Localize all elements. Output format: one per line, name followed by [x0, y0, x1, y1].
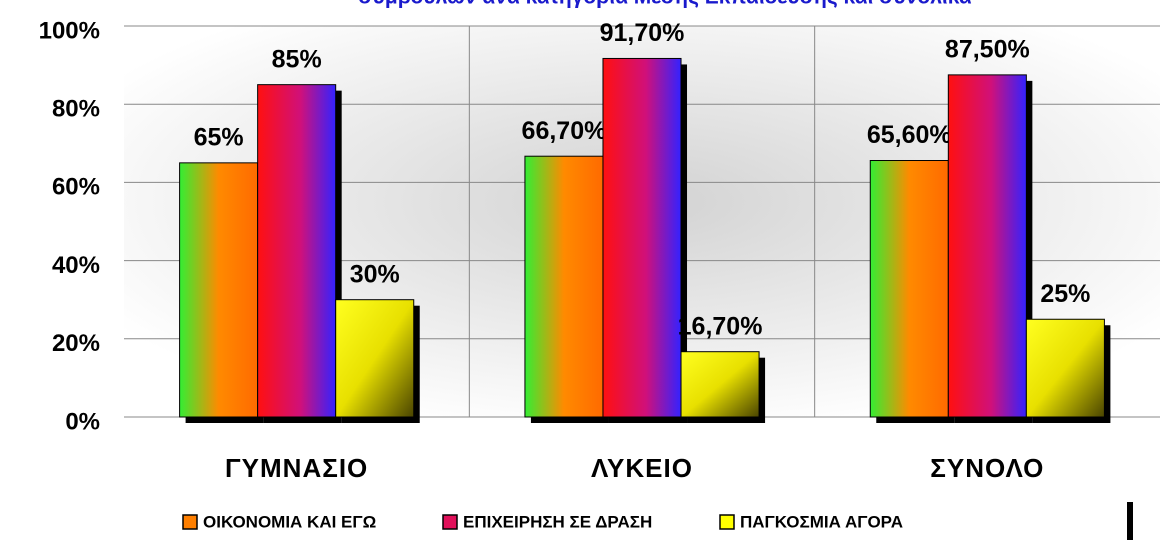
chart-title: συμβούλων ανά κατηγορία Μέσης Εκπαίδευση…	[358, 0, 971, 9]
y-tick-label: 80%	[52, 96, 100, 123]
legend-swatch	[719, 514, 735, 530]
y-tick-label: 20%	[52, 330, 100, 357]
legend-label: ΟΙΚΟΝΟΜΙΑ ΚΑΙ ΕΓΩ	[203, 512, 376, 531]
value-label: 91,70%	[600, 19, 685, 47]
bar	[947, 74, 1027, 418]
value-label: 16,70%	[678, 312, 763, 340]
y-tick-label: 60%	[52, 174, 100, 201]
value-label: 65,60%	[867, 121, 952, 149]
bar	[1025, 318, 1105, 418]
value-label: 65%	[194, 123, 244, 151]
legend-label: ΕΠΙΧΕΙΡΗΣΗ ΣΕ ΔΡΑΣΗ	[463, 512, 652, 531]
value-label: 85%	[272, 45, 322, 73]
value-label: 66,70%	[522, 117, 607, 145]
bar	[179, 162, 259, 418]
y-tick-label: 0%	[65, 408, 100, 435]
value-label: 25%	[1040, 280, 1090, 308]
bar	[524, 155, 604, 418]
decoration	[1127, 502, 1133, 540]
legend-swatch	[442, 514, 458, 530]
legend-label: ΠΑΓΚΟΣΜΙΑ ΑΓΟΡΑ	[740, 512, 903, 531]
x-tick-label: ΣΥΝΟΛΟ	[930, 453, 1044, 483]
bar	[335, 299, 415, 418]
value-label: 30%	[350, 260, 400, 288]
x-tick-label: ΛΥΚΕΙΟ	[591, 453, 693, 483]
y-tick-label: 40%	[52, 252, 100, 279]
y-tick-label: 100%	[39, 17, 100, 44]
bar	[602, 57, 682, 418]
value-label: 87,50%	[945, 35, 1030, 63]
bar	[680, 351, 760, 418]
x-tick-label: ΓΥΜΝΑΣΙΟ	[225, 453, 368, 483]
bar	[257, 84, 337, 418]
bar	[869, 160, 949, 418]
legend-swatch	[182, 514, 198, 530]
